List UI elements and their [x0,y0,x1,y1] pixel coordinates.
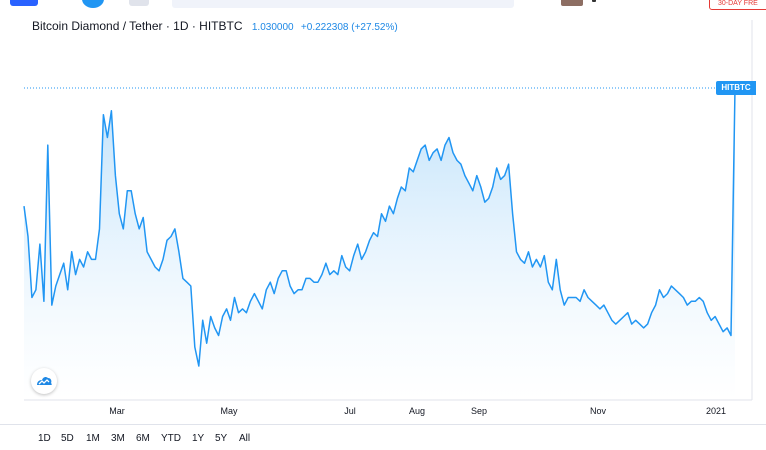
range-button-1d[interactable]: 1D [38,433,51,444]
price-area [24,88,735,400]
tradingview-logo-button[interactable] [31,368,57,394]
chart-legend: Bitcoin Diamond / Tether · 1D · HITBTC 1… [32,19,398,33]
pin-icon[interactable] [592,0,596,2]
square-icon[interactable] [129,0,149,6]
symbol-title[interactable]: Bitcoin Diamond / Tether · 1D · HITBTC [32,19,243,33]
range-button-3m[interactable]: 3M [111,433,125,444]
avatar[interactable] [561,0,583,6]
range-button-all[interactable]: All [239,433,251,444]
price-series-line [23,87,736,367]
trial-badge[interactable]: 30-DAY FRE [709,0,766,10]
last-price: 1.030000 [251,22,294,33]
circle-icon[interactable] [82,0,104,8]
range-button-5d[interactable]: 5D [61,433,74,444]
search-input[interactable] [172,0,514,8]
price-chart[interactable]: Mar May Jul Aug Sep Nov 2021 [0,0,766,424]
range-button-6m[interactable]: 6M [136,433,150,444]
range-button-1m[interactable]: 1M [86,433,100,444]
time-tick-aug: Aug [409,406,425,416]
time-tick-2021: 2021 [706,406,726,416]
time-tick-mar: Mar [109,406,125,416]
time-tick-nov: Nov [590,406,607,416]
exchange-price-label: HITBTC [716,81,756,95]
time-axis[interactable]: Mar May Jul Aug Sep Nov 2021 [109,406,726,416]
time-tick-jul: Jul [344,406,356,416]
logo-icon[interactable] [10,0,38,6]
time-tick-sep: Sep [471,406,487,416]
top-toolbar: 30-DAY FRE [0,0,766,12]
range-button-5y[interactable]: 5Y [215,433,228,444]
range-button-1y[interactable]: 1Y [192,433,205,444]
cloud-icon [37,376,52,385]
price-change: +0.222308 (+27.52%) [300,22,398,33]
date-range-bar: 1D 5D 1M 3M 6M YTD 1Y 5Y All [0,424,766,450]
time-tick-may: May [220,406,238,416]
range-button-ytd[interactable]: YTD [161,433,181,444]
